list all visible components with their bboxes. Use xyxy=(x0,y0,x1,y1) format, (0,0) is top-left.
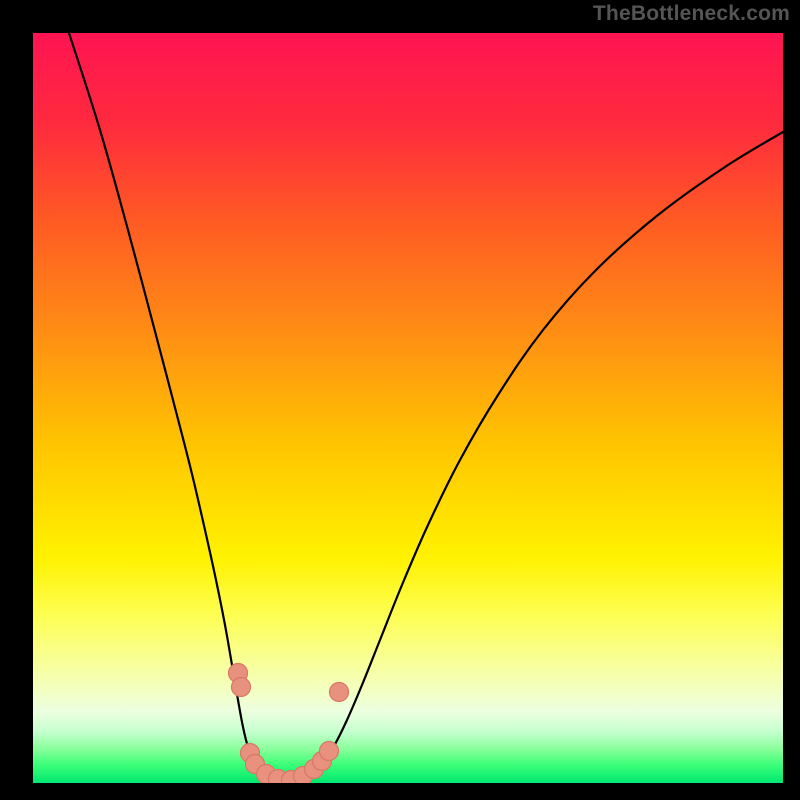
marker-point xyxy=(330,683,349,702)
watermark-text: TheBottleneck.com xyxy=(593,2,790,26)
marker-point xyxy=(320,742,339,761)
chart-container: TheBottleneck.com xyxy=(0,0,800,800)
gradient-background xyxy=(33,33,783,783)
bottleneck-chart xyxy=(33,33,783,783)
marker-point xyxy=(232,678,251,697)
plot-area xyxy=(33,33,783,783)
